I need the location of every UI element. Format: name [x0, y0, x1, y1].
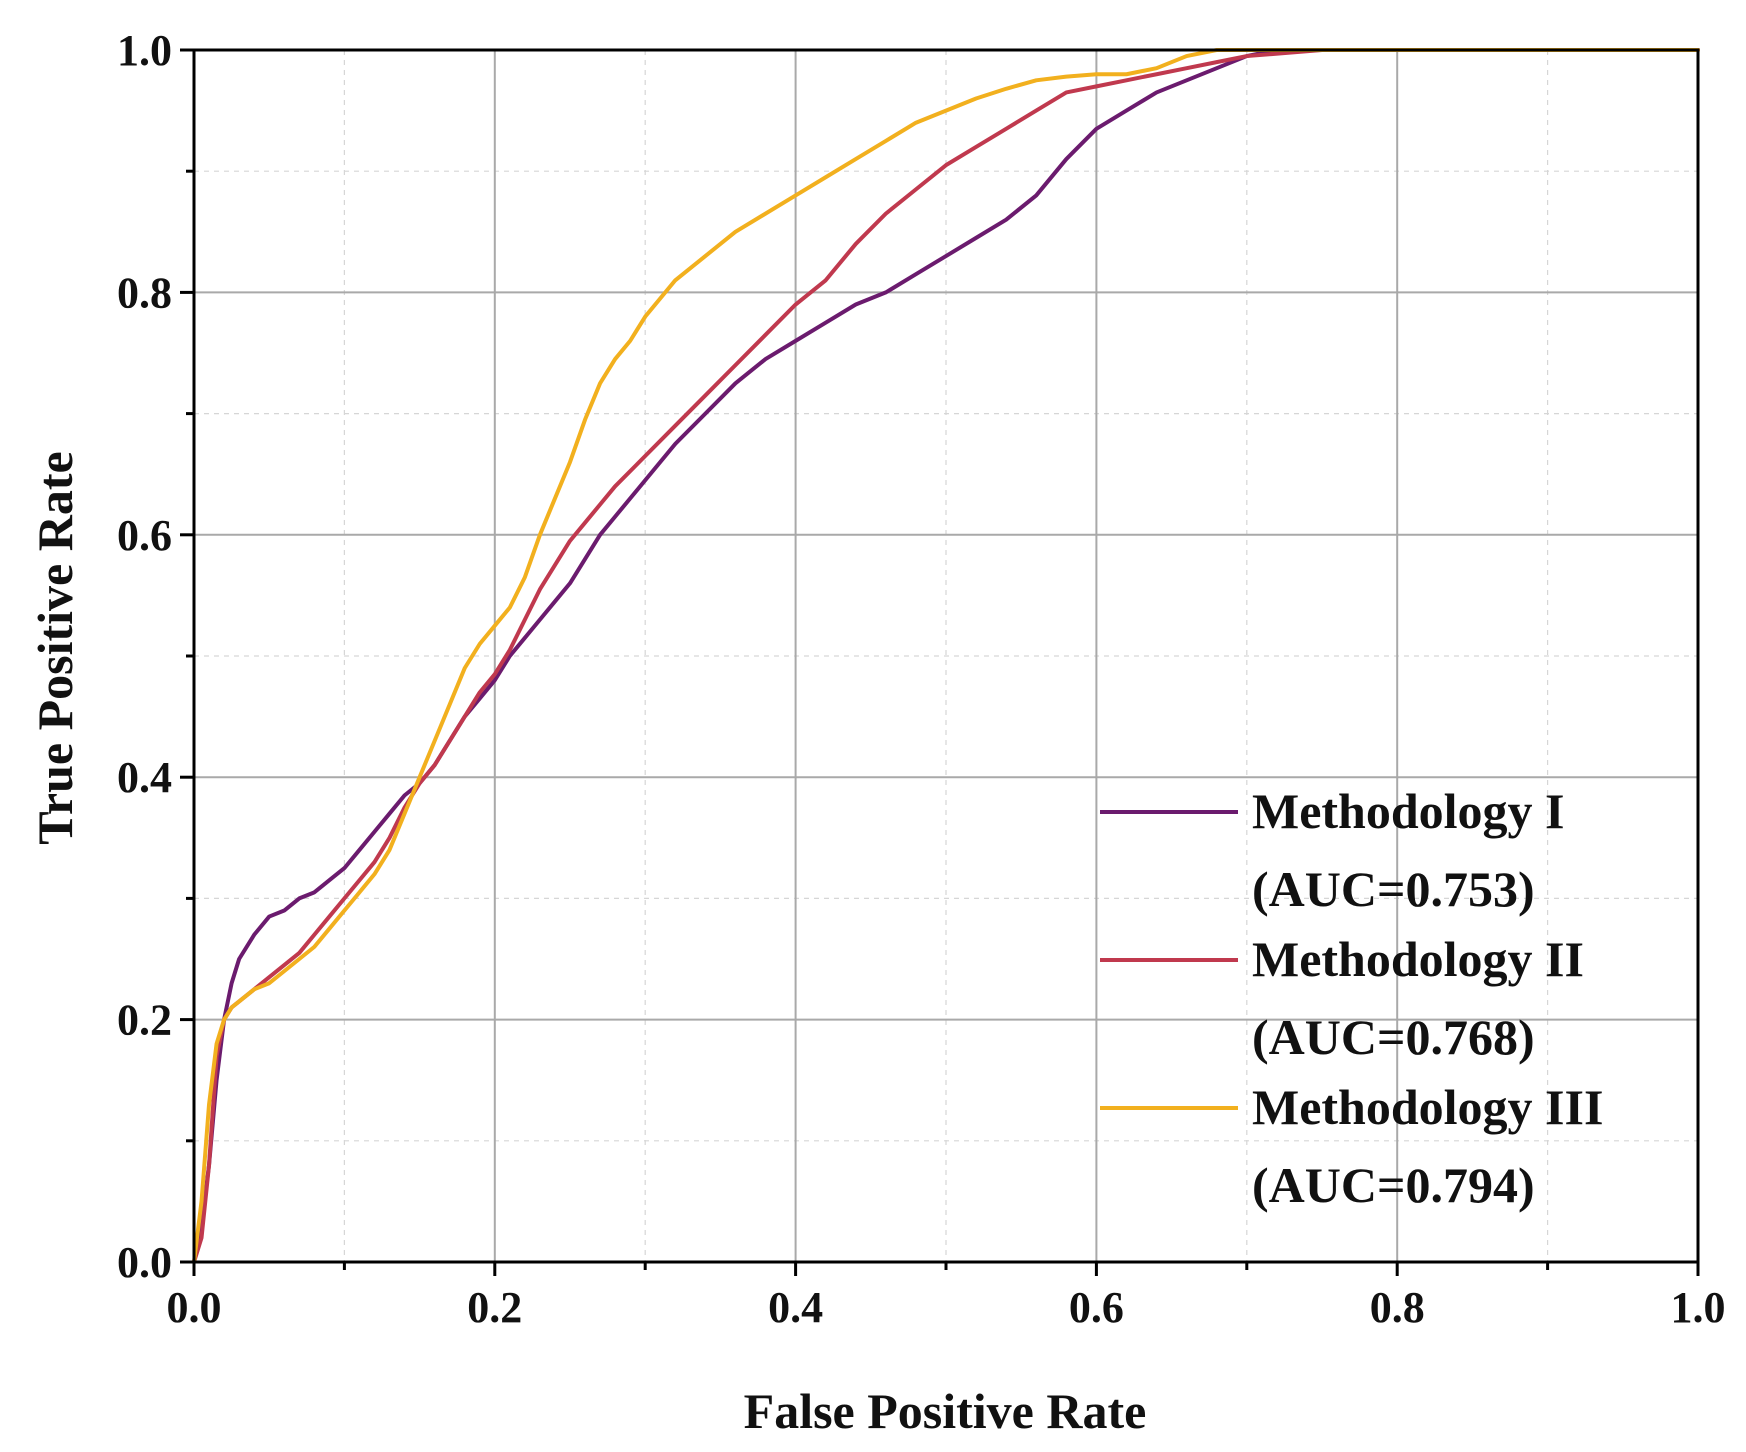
legend-label-methodology-3: Methodology III — [1252, 1079, 1603, 1135]
x-tick-label: 0.6 — [1069, 1283, 1124, 1332]
x-tick-label: 1.0 — [1671, 1283, 1726, 1332]
series-line-methodology-3 — [192, 48, 1700, 1264]
y-axis-title: True Positive Rate — [27, 451, 83, 844]
ticks-layer: 0.0 0.2 0.4 0.6 0.8 1.0 0.0 0.2 0.4 0.6 0.8 1.0 — [117, 26, 1726, 1332]
series-layer — [192, 48, 1700, 1264]
x-axis-title: False Positive Rate — [744, 1383, 1147, 1439]
y-tick-label: 0.6 — [117, 511, 172, 560]
legend-label-methodology-1: Methodology I — [1252, 783, 1565, 839]
y-tick-label: 0.2 — [117, 996, 172, 1045]
series-line-methodology-2 — [192, 48, 1700, 1264]
legend: Methodology I (AUC=0.753) Methodology II… — [1100, 783, 1603, 1213]
y-tick-label: 0.8 — [117, 268, 172, 317]
grid-layer — [194, 50, 1698, 1262]
legend-auc-methodology-3: (AUC=0.794) — [1252, 1157, 1535, 1213]
y-tick-label: 0.0 — [117, 1238, 172, 1287]
x-tick-label: 0.8 — [1370, 1283, 1425, 1332]
x-tick-label: 0.0 — [167, 1283, 222, 1332]
legend-auc-methodology-1: (AUC=0.753) — [1252, 861, 1535, 917]
x-tick-label: 0.4 — [768, 1283, 823, 1332]
x-tick-label: 0.2 — [467, 1283, 522, 1332]
legend-label-methodology-2: Methodology II — [1252, 931, 1584, 987]
series-line-methodology-1 — [192, 48, 1700, 1264]
y-tick-label: 0.4 — [117, 753, 172, 802]
legend-auc-methodology-2: (AUC=0.768) — [1252, 1009, 1535, 1065]
y-tick-label: 1.0 — [117, 26, 172, 75]
